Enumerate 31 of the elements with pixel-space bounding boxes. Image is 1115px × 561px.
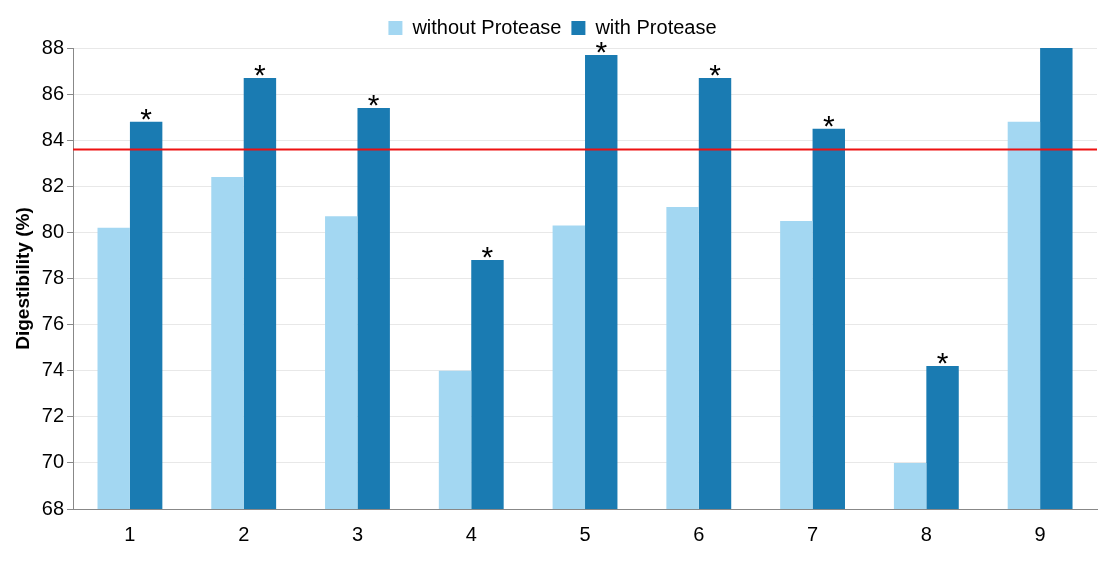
x-tick-label: 4: [465, 522, 477, 545]
y-tick-label: 84: [41, 127, 65, 150]
x-tick-label: 8: [920, 522, 932, 545]
legend-label: with Protease: [594, 15, 717, 38]
y-tick-label: 70: [41, 450, 65, 473]
y-tick-label: 88: [41, 35, 65, 58]
y-tick-label: 86: [41, 81, 65, 104]
y-axis-title: Digestibility (%): [11, 207, 33, 350]
x-tick-label: 7: [807, 522, 819, 545]
y-tick-label: 82: [41, 173, 65, 196]
annotation: *: [822, 108, 835, 142]
annotation: *: [595, 35, 608, 69]
x-tick-label: 9: [1034, 522, 1046, 545]
annotation: *: [481, 240, 494, 274]
x-tick-label: 1: [124, 522, 136, 545]
legend-label: without Protease: [411, 15, 562, 38]
y-tick-label: 80: [41, 219, 65, 242]
y-tick-label: 76: [41, 312, 65, 335]
x-tick-label: 5: [579, 522, 591, 545]
annotation: *: [709, 58, 722, 92]
annotation: *: [254, 58, 267, 92]
x-tick-label: 3: [351, 522, 364, 545]
x-tick-label: 6: [693, 522, 705, 545]
y-tick-label: 78: [41, 266, 65, 289]
y-tick-label: 68: [41, 496, 65, 519]
annotation: *: [936, 346, 949, 380]
annotation: *: [140, 102, 153, 136]
y-tick-label: 72: [41, 404, 65, 427]
annotation: *: [367, 88, 380, 122]
y-tick-label: 74: [41, 358, 65, 381]
x-tick-label: 2: [238, 522, 250, 545]
